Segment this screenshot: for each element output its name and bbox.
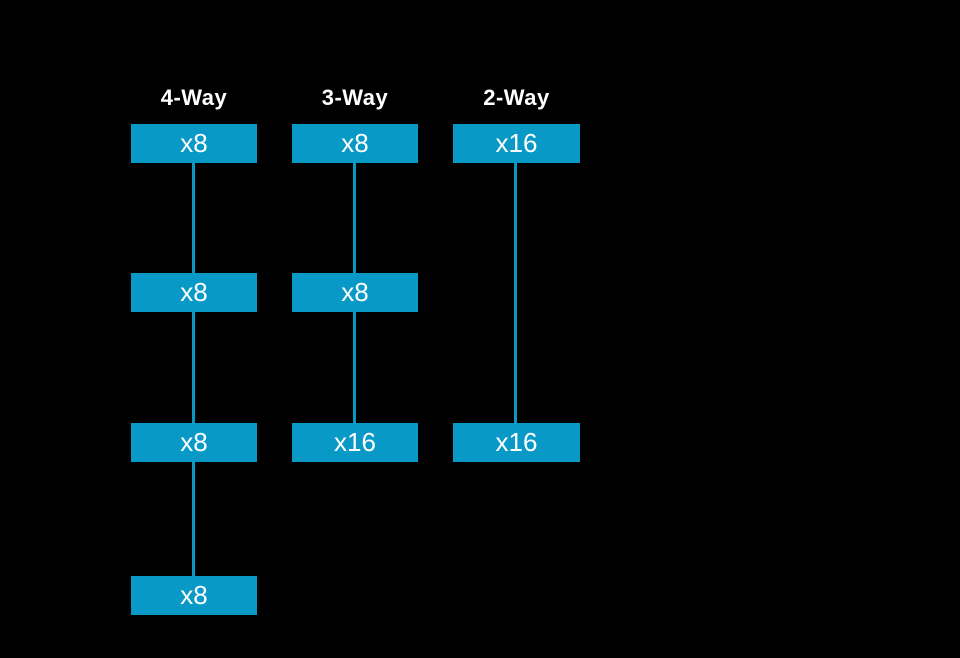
column-header-2way: 2-Way [483,85,550,110]
box-3way-slot3: x16 [292,423,418,462]
box-4way-slot1: x8 [131,124,257,163]
connector-line-2way [514,163,517,425]
box-4way-slot2: x8 [131,273,257,312]
column-header-3way: 3-Way [321,85,389,110]
box-3way-slot1: x8 [292,124,418,163]
connector-line-4way [192,163,195,578]
box-2way-slot1: x16 [453,124,580,163]
box-4way-slot4: x8 [131,576,257,615]
box-2way-slot2: x16 [453,423,580,462]
box-3way-slot2: x8 [292,273,418,312]
column-header-4way: 4-Way [160,85,228,110]
box-4way-slot3: x8 [131,423,257,462]
